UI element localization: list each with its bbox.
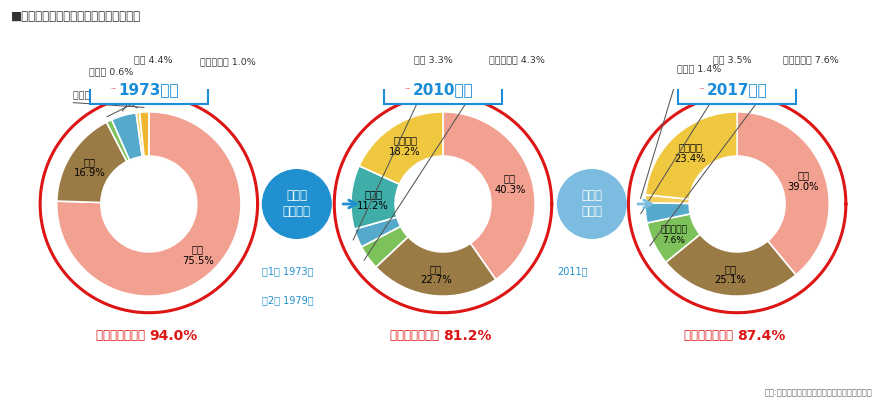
Wedge shape xyxy=(443,112,535,280)
Wedge shape xyxy=(646,112,737,200)
Text: 化石燃料依存度: 化石燃料依存度 xyxy=(684,328,737,342)
Text: 水力 3.5%: 水力 3.5% xyxy=(713,55,752,64)
Text: 再エネなど
7.6%: 再エネなど 7.6% xyxy=(661,225,688,244)
Text: 1973年度: 1973年度 xyxy=(119,82,179,97)
Wedge shape xyxy=(354,218,400,247)
Text: 化石燃料依存度: 化石燃料依存度 xyxy=(96,328,149,342)
Text: 81.2%: 81.2% xyxy=(443,328,492,342)
Text: 原子力
11.2%: 原子力 11.2% xyxy=(357,189,389,210)
FancyBboxPatch shape xyxy=(89,74,208,105)
Wedge shape xyxy=(136,113,144,157)
Text: 石炭
25.1%: 石炭 25.1% xyxy=(714,263,746,285)
Text: 石油
75.5%: 石油 75.5% xyxy=(182,244,214,265)
Text: 出典:資源エネルギー庁「総合エネルギー統計」: 出典:資源エネルギー庁「総合エネルギー統計」 xyxy=(765,388,873,397)
Text: 原子力 0.6%: 原子力 0.6% xyxy=(89,67,133,76)
Wedge shape xyxy=(140,112,149,157)
Wedge shape xyxy=(737,112,829,275)
Text: 94.0%: 94.0% xyxy=(149,328,197,342)
FancyBboxPatch shape xyxy=(384,74,502,105)
Text: 天然ガス
18.2%: 天然ガス 18.2% xyxy=(389,135,421,157)
Wedge shape xyxy=(361,227,408,267)
Text: 第2次 1979年: 第2次 1979年 xyxy=(262,294,314,304)
Circle shape xyxy=(557,170,626,239)
Text: 2017年度: 2017年度 xyxy=(707,82,767,97)
Text: 2010年度: 2010年度 xyxy=(413,82,473,97)
Text: 天然ガス
23.4%: 天然ガス 23.4% xyxy=(674,142,706,164)
Text: 石炭
16.9%: 石炭 16.9% xyxy=(74,157,105,178)
Wedge shape xyxy=(665,235,796,297)
Text: 再エネなど 4.3%: 再エネなど 4.3% xyxy=(489,55,545,64)
Text: 石炭
22.7%: 石炭 22.7% xyxy=(420,263,452,285)
FancyBboxPatch shape xyxy=(678,74,797,105)
Text: 石油
40.3%: 石油 40.3% xyxy=(494,173,525,194)
Text: ■日本の一次エネルギー供給構成の推移: ■日本の一次エネルギー供給構成の推移 xyxy=(11,10,141,23)
Text: 水力 3.3%: 水力 3.3% xyxy=(415,55,453,64)
Text: 石油
39.0%: 石油 39.0% xyxy=(788,170,819,191)
Text: オイル
ショック: オイル ショック xyxy=(283,188,311,217)
Text: 化石燃料依存度: 化石燃料依存度 xyxy=(390,328,443,342)
Text: 再エネなど 7.6%: 再エネなど 7.6% xyxy=(783,55,839,64)
Wedge shape xyxy=(359,112,443,185)
Wedge shape xyxy=(376,237,496,297)
Text: 水力 4.4%: 水力 4.4% xyxy=(134,55,173,64)
Wedge shape xyxy=(645,203,690,223)
Text: 2011年: 2011年 xyxy=(557,266,587,276)
Text: 天然ガス 1.6%: 天然ガス 1.6% xyxy=(74,90,123,99)
Circle shape xyxy=(262,170,331,239)
Text: 再エネなど 1.0%: 再エネなど 1.0% xyxy=(199,58,255,67)
Wedge shape xyxy=(106,120,129,162)
Wedge shape xyxy=(57,112,241,297)
Text: 87.4%: 87.4% xyxy=(737,328,786,342)
Text: 第1次 1973年: 第1次 1973年 xyxy=(262,266,314,276)
Text: 原子力 1.4%: 原子力 1.4% xyxy=(677,64,721,73)
Wedge shape xyxy=(57,123,127,203)
Wedge shape xyxy=(351,166,400,229)
Wedge shape xyxy=(112,113,143,161)
Text: 東日本
大震災: 東日本 大震災 xyxy=(581,188,602,217)
Wedge shape xyxy=(647,214,700,263)
Wedge shape xyxy=(645,195,689,204)
